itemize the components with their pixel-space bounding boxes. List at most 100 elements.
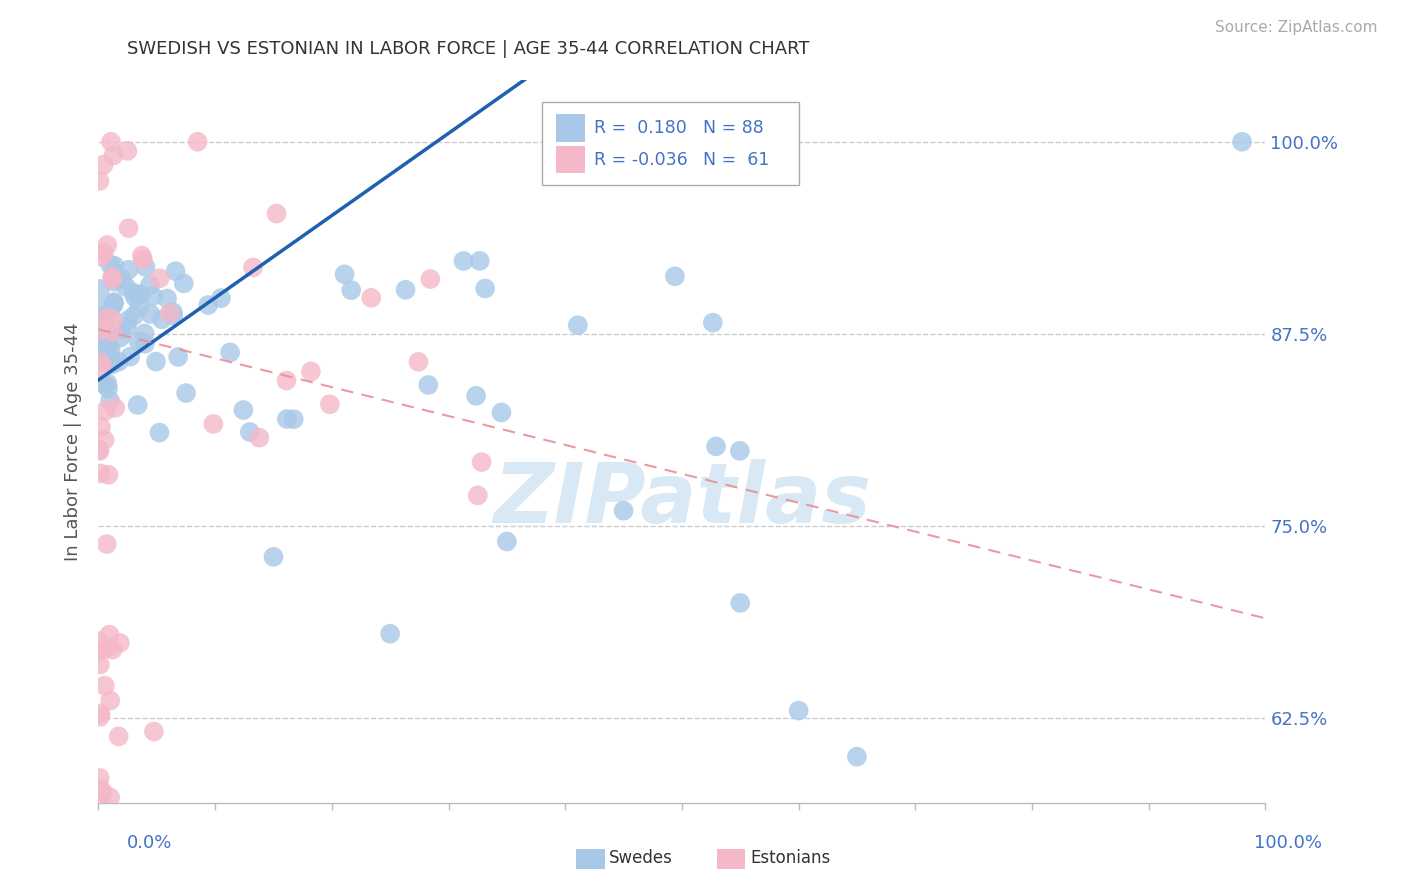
Point: [167, 350, 190, 364]
Point: [139, 307, 162, 321]
Point: [247, 431, 270, 445]
Point: [149, 271, 172, 285]
Point: [122, 309, 145, 323]
Point: [496, 534, 519, 549]
Point: [90, 706, 112, 721]
Point: [107, 354, 129, 368]
Point: [100, 343, 122, 357]
Point: [142, 289, 165, 303]
Point: [187, 135, 209, 149]
Point: [98, 305, 121, 319]
Point: [117, 262, 139, 277]
Point: [98, 693, 121, 707]
Point: [89, 657, 111, 672]
Point: [103, 295, 125, 310]
Point: [94, 345, 117, 359]
Point: [135, 260, 157, 274]
Point: [394, 283, 416, 297]
Point: [142, 724, 165, 739]
Text: 0.0%: 0.0%: [127, 834, 172, 852]
Point: [129, 287, 152, 301]
Point: [90, 467, 112, 481]
Point: [122, 285, 145, 300]
Point: [465, 389, 488, 403]
Point: [197, 298, 219, 312]
Point: [98, 627, 121, 641]
Point: [96, 310, 118, 325]
Point: [134, 337, 156, 351]
Text: Source: ZipAtlas.com: Source: ZipAtlas.com: [1215, 20, 1378, 35]
Point: [94, 341, 117, 355]
Point: [664, 269, 686, 284]
Point: [150, 312, 173, 326]
Point: [239, 425, 262, 439]
Point: [90, 319, 112, 334]
Point: [90, 323, 112, 337]
Point: [787, 704, 810, 718]
Point: [262, 549, 284, 564]
Point: [132, 252, 155, 267]
FancyBboxPatch shape: [541, 102, 799, 185]
Point: [474, 281, 496, 295]
Point: [91, 337, 114, 351]
Point: [94, 343, 117, 358]
Text: N =  61: N = 61: [703, 151, 769, 169]
Point: [134, 326, 156, 341]
Point: [128, 301, 150, 315]
Point: [103, 297, 125, 311]
Point: [91, 301, 114, 315]
Point: [846, 749, 869, 764]
Point: [96, 537, 118, 551]
Point: [131, 249, 153, 263]
Point: [93, 309, 115, 323]
Point: [202, 417, 225, 431]
Point: [340, 283, 363, 297]
Point: [115, 319, 138, 334]
Bar: [555, 146, 585, 173]
Point: [93, 331, 115, 345]
Y-axis label: In Labor Force | Age 35-44: In Labor Force | Age 35-44: [63, 322, 82, 561]
Text: N = 88: N = 88: [703, 119, 763, 137]
Point: [319, 397, 342, 411]
Point: [101, 272, 124, 286]
Point: [242, 260, 264, 275]
Point: [98, 393, 121, 408]
Point: [101, 312, 124, 326]
Point: [491, 405, 513, 419]
Point: [100, 135, 122, 149]
Point: [209, 291, 232, 305]
Point: [111, 271, 134, 285]
Point: [89, 710, 111, 724]
Point: [89, 443, 111, 458]
Point: [93, 347, 115, 361]
Point: [87, 442, 110, 457]
Point: [467, 488, 489, 502]
Point: [165, 264, 187, 278]
Point: [93, 158, 115, 172]
Point: [108, 330, 131, 344]
Point: [156, 292, 179, 306]
Point: [89, 174, 111, 188]
Point: [173, 277, 195, 291]
Point: [117, 144, 139, 158]
Point: [124, 291, 146, 305]
Point: [101, 326, 124, 340]
Point: [87, 634, 110, 648]
Point: [101, 642, 124, 657]
Point: [101, 357, 124, 371]
Point: [728, 443, 751, 458]
Point: [103, 296, 125, 310]
Point: [159, 306, 181, 320]
Point: [232, 403, 254, 417]
Point: [90, 250, 112, 264]
Point: [93, 433, 115, 447]
Point: [162, 309, 184, 323]
Bar: [555, 114, 585, 142]
Point: [145, 354, 167, 368]
Point: [730, 596, 752, 610]
Point: [360, 291, 382, 305]
Point: [299, 364, 322, 378]
Point: [613, 504, 636, 518]
Point: [90, 333, 112, 347]
Point: [117, 221, 139, 235]
